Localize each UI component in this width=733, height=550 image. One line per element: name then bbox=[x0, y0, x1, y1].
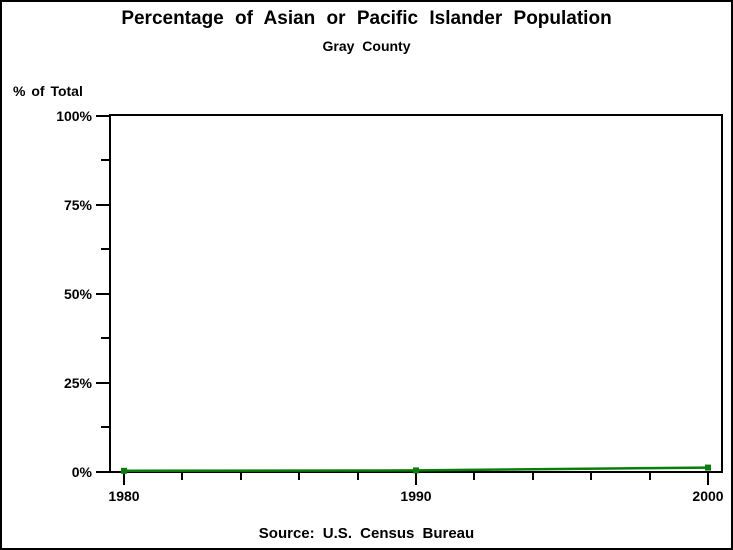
x-minor-tick bbox=[648, 472, 651, 480]
x-major-tick bbox=[707, 472, 709, 485]
y-major-tick bbox=[96, 470, 109, 473]
y-minor-tick bbox=[101, 159, 109, 161]
y-major-tick bbox=[96, 114, 109, 117]
y-minor-tick bbox=[101, 248, 109, 250]
x-major-tick bbox=[123, 472, 125, 485]
y-tick-label: 100% bbox=[56, 107, 92, 124]
x-minor-tick bbox=[473, 472, 476, 480]
x-minor-tick bbox=[590, 472, 593, 480]
y-tick-label: 75% bbox=[63, 196, 92, 213]
x-tick-label: 1980 bbox=[108, 488, 140, 504]
y-minor-tick bbox=[101, 337, 109, 339]
y-major-tick bbox=[96, 381, 109, 384]
y-major-tick bbox=[96, 292, 109, 295]
y-tick-label: 50% bbox=[63, 285, 92, 302]
x-tick-label: 1990 bbox=[400, 488, 432, 504]
chart-title: Percentage of Asian or Pacific Islander … bbox=[121, 8, 612, 29]
x-minor-tick bbox=[531, 472, 534, 480]
chart-subtitle: Gray County bbox=[322, 38, 411, 54]
x-minor-tick bbox=[298, 472, 301, 480]
y-major-tick bbox=[96, 203, 109, 206]
y-axis-label: % of Total bbox=[13, 83, 83, 99]
source-footnote: Source: U.S. Census Bureau bbox=[258, 525, 475, 542]
y-tick-label: 0% bbox=[71, 463, 92, 480]
x-minor-tick bbox=[356, 472, 359, 480]
x-minor-tick bbox=[181, 472, 184, 480]
x-major-tick bbox=[415, 472, 417, 485]
x-minor-tick bbox=[239, 472, 242, 480]
x-tick-label: 2000 bbox=[692, 488, 724, 504]
y-tick-label: 25% bbox=[63, 374, 92, 391]
plot-area-frame bbox=[109, 114, 723, 473]
y-minor-tick bbox=[101, 426, 109, 428]
